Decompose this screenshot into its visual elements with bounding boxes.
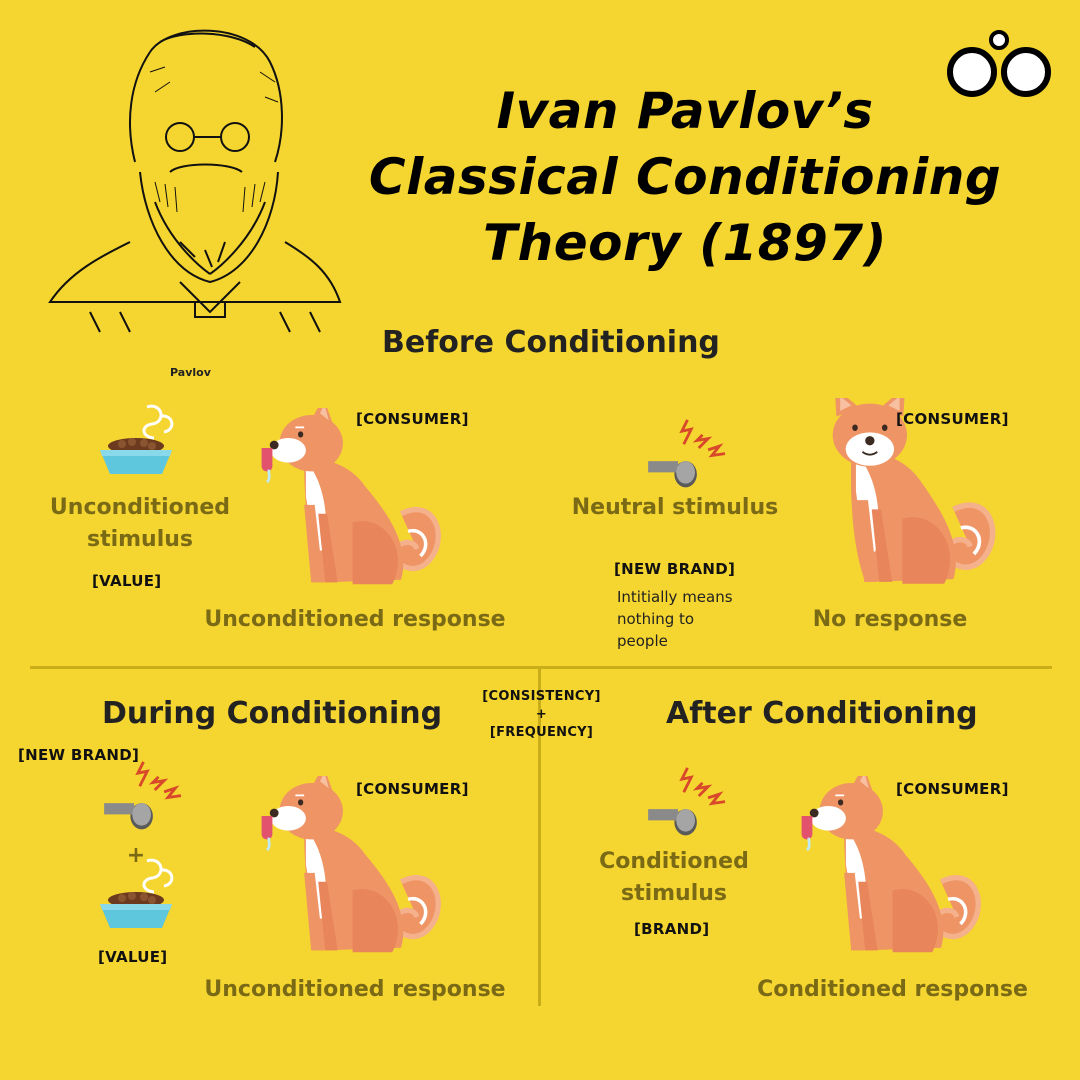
unconditioned-response-label: Unconditioned response (204, 607, 506, 632)
neutral-stimulus-label: Neutral stimulus (571, 495, 779, 520)
consumer-tag: [CONSUMER] (356, 780, 469, 798)
before-heading: Before Conditioning (382, 325, 720, 360)
after-heading: After Conditioning (666, 696, 978, 731)
value-tag: [VALUE] (92, 572, 162, 590)
consumer-tag: [CONSUMER] (356, 410, 469, 428)
brand-tag: [BRAND] (634, 920, 710, 938)
no-response-label: No response (812, 607, 968, 632)
food-bowl-icon (92, 856, 192, 936)
pavlov-portrait: Pavlov (30, 12, 360, 379)
salivating-dog-icon (262, 776, 452, 961)
tongue-icon (258, 816, 276, 852)
conditioned-stimulus-label: Conditioned stimulus (599, 849, 749, 906)
unconditioned-stimulus-label: Unconditioned stimulus (49, 495, 231, 552)
consumer-tag: [CONSUMER] (896, 780, 1009, 798)
vertical-divider (538, 666, 541, 1006)
new-brand-tag: [NEW BRAND] (18, 746, 140, 764)
brand-logo (942, 28, 1057, 98)
title-line-2: Classical Conditioning (368, 148, 1002, 206)
value-tag: [VALUE] (98, 948, 168, 966)
during-heading: During Conditioning (102, 696, 443, 731)
unconditioned-response-label: Unconditioned response (204, 977, 506, 1002)
brand-note: Intitially means nothing to people (617, 588, 733, 650)
title-line-1: Ivan Pavlov’s (496, 82, 874, 140)
salivating-dog-icon (802, 776, 992, 961)
infinity-logo-icon (947, 30, 1051, 97)
page-title: Ivan Pavlov’s Classical Conditioning The… (300, 78, 1070, 276)
whistle-icon (640, 418, 735, 493)
whistle-icon (96, 760, 191, 835)
portrait-caption: Pavlov (170, 366, 211, 379)
consumer-tag: [CONSUMER] (896, 410, 1009, 428)
title-line-3: Theory (1897) (483, 214, 887, 272)
conditioned-response-label: Conditioned response (757, 977, 1028, 1002)
pavlov-sketch-icon (48, 29, 342, 333)
tongue-icon (798, 816, 816, 852)
salivating-dog-icon (262, 408, 452, 593)
whistle-icon (640, 766, 735, 841)
consistency-frequency-tag: [CONSISTENCY] + [FREQUENCY] (482, 689, 601, 740)
tongue-icon (258, 448, 276, 484)
new-brand-tag: [NEW BRAND] (614, 560, 736, 578)
horizontal-divider (30, 666, 1052, 669)
plus-sign: + (126, 843, 146, 868)
food-bowl-icon (92, 402, 192, 482)
